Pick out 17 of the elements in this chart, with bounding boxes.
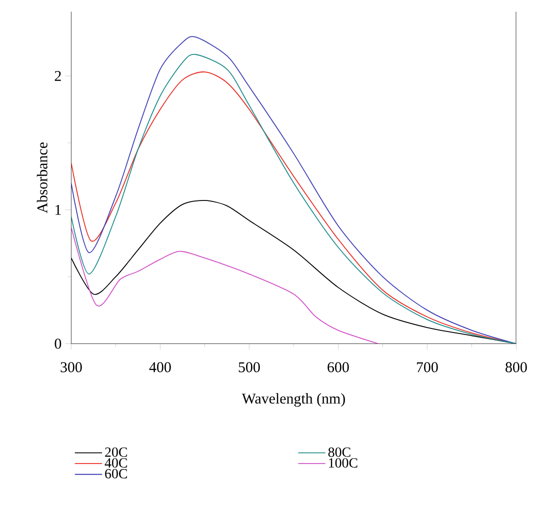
- x-tick-label: 500: [238, 362, 260, 372]
- x-tick-label: 600: [328, 362, 349, 372]
- y-axis-title: Absorbance: [36, 142, 48, 214]
- y-tick-label: 0: [54, 338, 62, 349]
- x-tick-label: 800: [506, 362, 527, 372]
- y-tick-label: 2: [54, 70, 61, 81]
- x-tick-label: 700: [416, 362, 438, 372]
- x-axis-title: Wavelength (nm): [242, 393, 345, 407]
- legend-label: 80C: [328, 447, 350, 457]
- x-tick-label: 400: [149, 362, 171, 372]
- legend-label: 40C: [104, 458, 127, 468]
- x-tick-label: 300: [60, 362, 82, 372]
- y-tick-label: 1: [56, 204, 61, 215]
- legend-label: 100C: [329, 458, 358, 468]
- legend-label: 60C: [105, 468, 127, 478]
- line-series: [71, 226, 379, 344]
- legend-label: 20C: [105, 447, 127, 457]
